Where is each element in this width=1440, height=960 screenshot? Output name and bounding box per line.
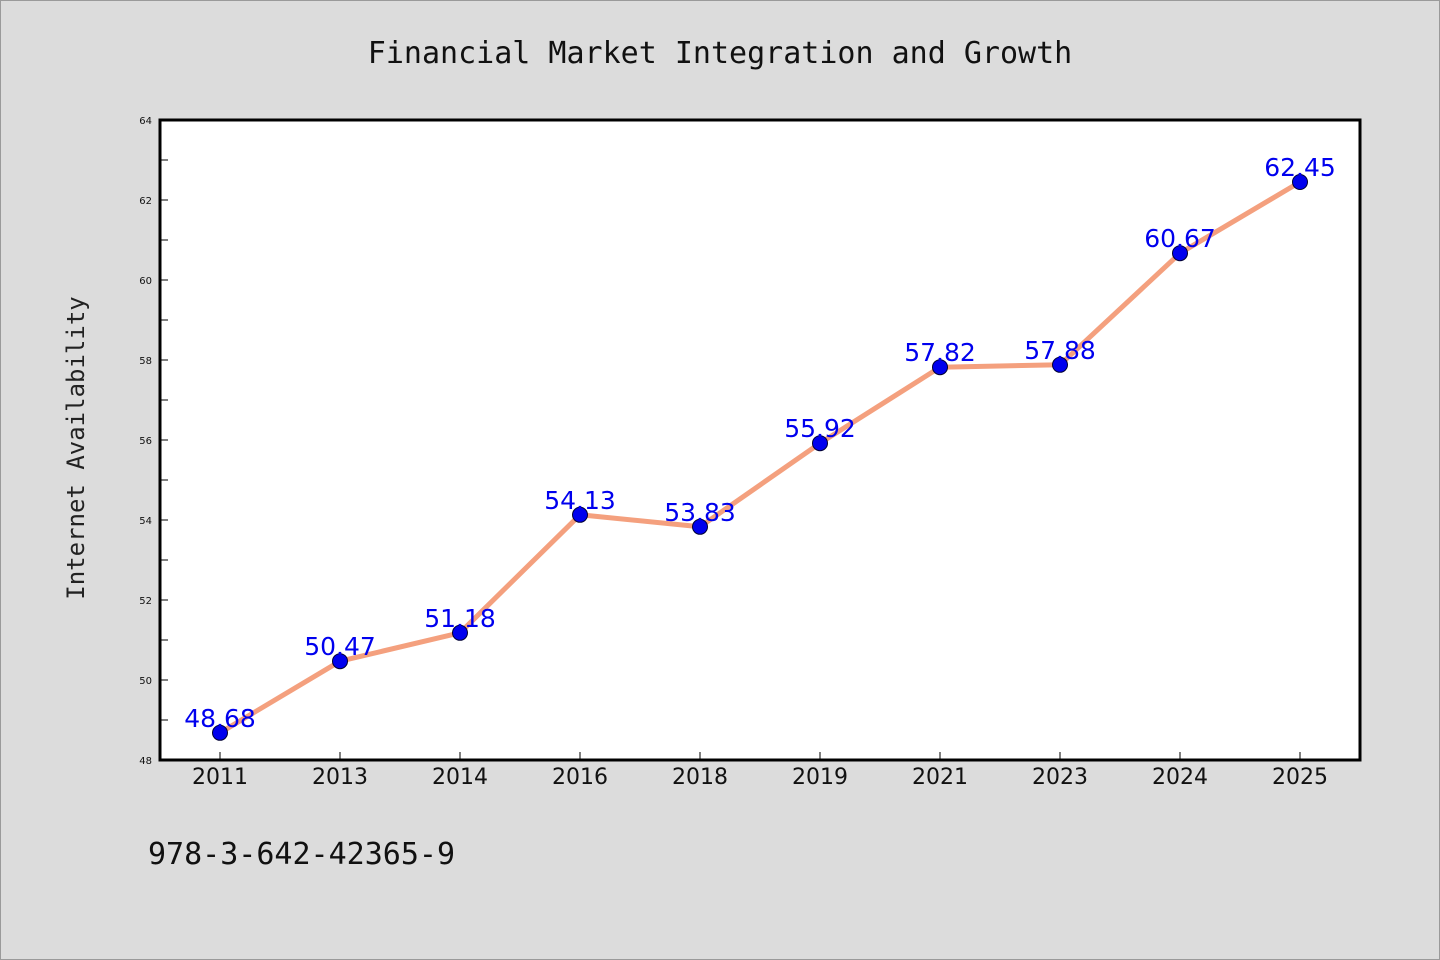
y-tick-label: 64 (139, 116, 152, 127)
data-label: 57.88 (1024, 336, 1096, 365)
data-point (1292, 174, 1308, 190)
series-layer (212, 174, 1308, 741)
data-point (1172, 245, 1188, 262)
x-tick-label: 2014 (432, 765, 488, 790)
data-point (812, 435, 828, 452)
data-label: 50.47 (304, 632, 376, 661)
y-tick-label: 54 (139, 516, 152, 527)
data-point (212, 724, 228, 741)
y-tick-label: 56 (139, 436, 152, 447)
data-label: 54.13 (544, 486, 616, 515)
data-point (572, 506, 588, 523)
x-tick-label: 2016 (552, 765, 608, 790)
y-tick-label: 48 (139, 756, 152, 767)
data-label: 51.18 (424, 604, 496, 633)
data-label: 53.83 (664, 498, 736, 527)
y-axis-ticks: 48 50 52 54 56 58 60 62 64 (139, 116, 168, 767)
x-tick-label: 2011 (192, 765, 248, 790)
data-point (932, 359, 948, 376)
data-label: 62.45 (1264, 153, 1336, 182)
data-point (692, 518, 708, 535)
x-tick-label: 2024 (1152, 765, 1208, 790)
y-tick-label: 62 (139, 196, 152, 207)
data-label: 57.82 (904, 338, 976, 367)
y-tick-label: 58 (139, 356, 152, 367)
y-tick-label: 60 (139, 276, 152, 287)
data-label: 55.92 (784, 414, 856, 443)
data-point (452, 624, 468, 641)
x-tick-label: 2019 (792, 765, 848, 790)
x-tick-label: 2018 (672, 765, 728, 790)
data-labels: 48.68 50.47 51.18 54.13 53.83 55.92 57.82 57.88… (184, 153, 1336, 733)
chart-title: Financial Market Integration and Growth (368, 36, 1072, 71)
series-line (217, 179, 1303, 736)
data-label: 48.68 (184, 704, 256, 733)
y-axis-label: Internet Availability (62, 296, 90, 599)
x-tick-label: 2025 (1272, 765, 1328, 790)
y-tick-label: 52 (139, 596, 152, 607)
data-point (332, 653, 348, 670)
data-label: 60.67 (1144, 224, 1216, 253)
y-tick-label: 50 (139, 676, 152, 687)
x-tick-label: 2013 (312, 765, 368, 790)
footer-isbn: 978-3-642-42365-9 (148, 837, 455, 872)
x-tick-label: 2023 (1032, 765, 1088, 790)
x-axis-ticks: 2011 2013 2014 2016 2018 2019 2021 2023 2024 2025 (192, 752, 1328, 790)
plot-area (158, 118, 1362, 762)
data-point (1052, 356, 1068, 373)
x-tick-label: 2021 (912, 765, 968, 790)
